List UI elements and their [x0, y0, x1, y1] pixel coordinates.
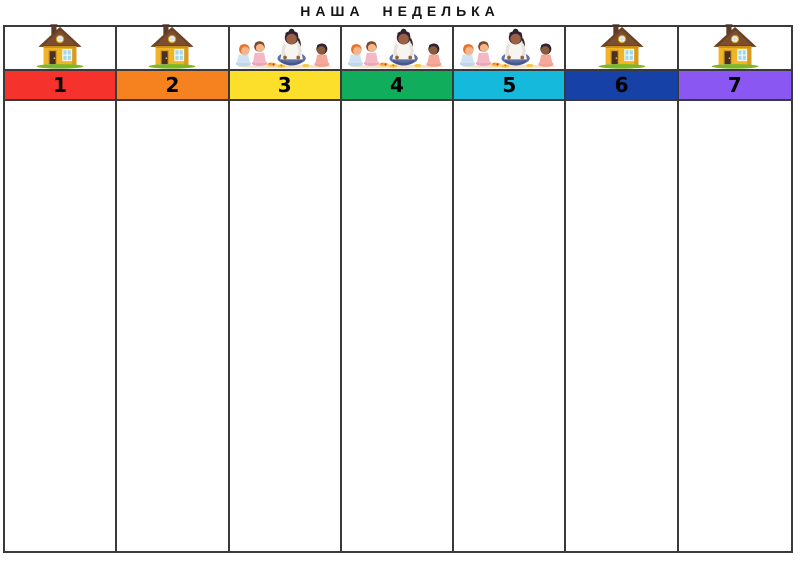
day-column-5: 5: [454, 27, 567, 551]
day-empty-cell: [454, 101, 565, 551]
day-column-4: 4: [341, 27, 455, 551]
day-column-7: 7: [678, 24, 791, 551]
day-column-3: 3: [229, 27, 342, 551]
house-icon: [149, 24, 196, 69]
day-number: 7: [727, 73, 742, 97]
day-icon-cell: [454, 27, 565, 71]
day-number: 3: [277, 73, 292, 97]
day-number-band: 1: [5, 71, 116, 101]
day-empty-cell: [117, 101, 228, 551]
day-icon-cell: [229, 27, 340, 71]
day-icon-cell: [5, 24, 116, 71]
day-number-band: 4: [341, 71, 453, 101]
page-title: НАША НЕДЕЛЬКА: [300, 3, 500, 19]
day-number: 1: [53, 73, 68, 97]
day-empty-cell: [5, 101, 116, 551]
day-number: 2: [165, 73, 180, 97]
day-empty-cell: [678, 101, 791, 551]
day-icon-cell: [341, 27, 453, 71]
day-icon-cell: [566, 24, 677, 71]
day-empty-cell: [229, 101, 340, 551]
house-icon: [36, 24, 84, 69]
day-number-band: 6: [566, 71, 677, 101]
day-column-2: 2: [117, 24, 230, 551]
day-number-band: 5: [454, 71, 565, 101]
day-number-band: 7: [678, 71, 791, 101]
house-icon: [711, 24, 759, 69]
day-column-1: 1: [5, 24, 118, 551]
day-column-6: 6: [566, 24, 679, 551]
day-empty-cell: [341, 101, 453, 551]
kindergarten-icon: [347, 28, 445, 69]
kindergarten-icon: [235, 28, 332, 69]
house-icon: [598, 24, 645, 69]
day-number: 4: [390, 73, 404, 97]
day-icon-cell: [117, 24, 228, 71]
day-number: 6: [614, 73, 629, 97]
day-number: 5: [502, 73, 517, 97]
day-empty-cell: [566, 101, 677, 551]
day-number-band: 3: [229, 71, 340, 101]
day-number-band: 2: [117, 71, 228, 101]
week-board: 1 2: [3, 24, 793, 553]
day-icon-cell: [678, 24, 791, 71]
kindergarten-icon: [460, 28, 557, 69]
